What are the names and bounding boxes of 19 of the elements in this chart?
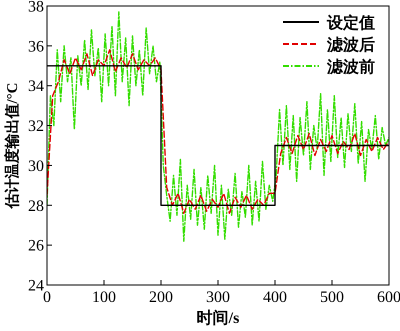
y-tick-label: 34 <box>28 78 44 96</box>
y-tick-label: 26 <box>28 238 44 255</box>
legend-label: 滤波前 <box>326 58 375 76</box>
legend-label: 滤波后 <box>326 36 375 54</box>
y-tick-label: 36 <box>28 38 44 56</box>
x-tick-label: 0 <box>43 289 51 306</box>
x-axis-title: 时间/s <box>196 309 240 327</box>
y-tick-label: 28 <box>28 198 44 215</box>
y-axis-title: 估计温度输出值/°C <box>3 82 21 210</box>
y-tick-label: 38 <box>28 0 44 16</box>
legend-label: 设定值 <box>326 14 375 32</box>
y-tick-label: 24 <box>28 278 44 294</box>
x-tick-label: 300 <box>206 289 230 306</box>
x-tick-label: 500 <box>320 289 344 306</box>
x-tick-label: 400 <box>263 289 287 306</box>
x-tick-label: 200 <box>149 289 173 306</box>
y-tick-label: 32 <box>28 118 44 136</box>
y-tick-label: 30 <box>28 158 44 175</box>
x-tick-label: 100 <box>92 289 116 306</box>
